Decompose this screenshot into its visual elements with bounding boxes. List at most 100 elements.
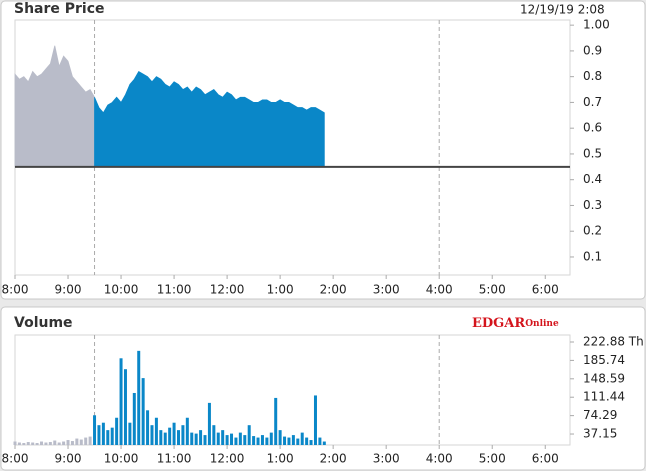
volume-bar xyxy=(62,441,66,445)
y-tick-label: 0.8 xyxy=(583,69,602,83)
volume-bar xyxy=(154,417,158,445)
volume-bar xyxy=(159,430,163,445)
y-tick-label: 0.1 xyxy=(583,249,602,263)
y-tick-label: 148.59 xyxy=(583,371,625,385)
volume-bar xyxy=(128,422,132,445)
volume-bar xyxy=(123,369,127,445)
volume-bar xyxy=(225,435,229,445)
volume-bar xyxy=(296,438,300,445)
volume-bar xyxy=(172,422,176,445)
y-tick-label: 111.44 xyxy=(583,390,625,404)
x-tick-label: 5:00 xyxy=(479,452,506,466)
volume-bar xyxy=(110,427,114,445)
volume-bar xyxy=(57,442,61,445)
volume-bar xyxy=(212,425,216,445)
volume-bar xyxy=(243,435,247,445)
volume-bar xyxy=(132,392,136,445)
logo: EDGAROnline xyxy=(472,316,559,331)
volume-bar xyxy=(274,397,278,445)
volume-bar xyxy=(287,437,291,445)
volume-bar xyxy=(190,432,194,445)
x-tick-label: 2:00 xyxy=(320,452,347,466)
volume-bar xyxy=(101,422,105,445)
volume-bar xyxy=(185,417,189,445)
volume-bar xyxy=(322,441,326,445)
x-tick-label: 11:00 xyxy=(157,452,192,466)
x-tick-label: 1:00 xyxy=(267,283,294,297)
volume-bar xyxy=(181,425,185,445)
volume-bar xyxy=(230,433,234,445)
volume-bar xyxy=(93,415,97,445)
volume-bar xyxy=(48,442,52,445)
volume-bar xyxy=(300,432,304,445)
x-tick-label: 6:00 xyxy=(532,283,559,297)
x-tick-label: 3:00 xyxy=(373,452,400,466)
volume-bar xyxy=(176,430,180,445)
price-area xyxy=(14,45,95,168)
volume-bar xyxy=(75,438,79,445)
volume-bar xyxy=(146,410,150,445)
y-tick-label: 37.15 xyxy=(583,427,617,441)
volume-bar xyxy=(203,435,207,445)
x-tick-label: 8:00 xyxy=(2,283,29,297)
y-tick-label: 0.7 xyxy=(583,95,602,109)
volume-bar xyxy=(35,443,39,445)
volume-bar xyxy=(163,432,167,445)
volume-bar xyxy=(247,425,251,445)
y-tick-label: 0.3 xyxy=(583,198,602,212)
date-label: 12/19/19 2:08 xyxy=(520,3,605,17)
volume-bar xyxy=(168,427,172,445)
x-tick-label: 3:00 xyxy=(373,283,400,297)
volume-bar xyxy=(216,432,220,445)
x-tick-label: 9:00 xyxy=(55,452,82,466)
volume-bar xyxy=(318,437,322,445)
y-tick-label: 0.6 xyxy=(583,121,602,135)
y-tick-label: 185.74 xyxy=(583,353,625,367)
volume-bar xyxy=(17,442,21,445)
volume-bar xyxy=(234,437,238,445)
x-tick-label: 10:00 xyxy=(104,283,139,297)
volume-bar xyxy=(106,430,110,445)
x-tick-label: 6:00 xyxy=(532,452,559,466)
volume-title: Volume xyxy=(14,315,73,331)
volume-bar xyxy=(199,430,203,445)
volume-bar xyxy=(53,440,57,445)
volume-bar xyxy=(207,402,211,445)
y-tick-label: 74.29 xyxy=(583,408,617,422)
x-tick-label: 4:00 xyxy=(426,452,453,466)
x-tick-label: 12:00 xyxy=(210,283,245,297)
volume-bar xyxy=(26,442,30,445)
volume-bar xyxy=(79,439,83,445)
volume-bar xyxy=(283,436,287,445)
y-tick-label: 0.5 xyxy=(583,146,602,160)
x-tick-label: 5:00 xyxy=(479,283,506,297)
volume-bar xyxy=(31,442,35,445)
volume-bar xyxy=(13,441,17,445)
x-tick-label: 4:00 xyxy=(426,283,453,297)
x-tick-label: 11:00 xyxy=(157,283,192,297)
volume-bar xyxy=(269,432,273,445)
x-tick-label: 10:00 xyxy=(104,452,139,466)
volume-bar xyxy=(88,436,92,445)
volume-bar xyxy=(305,437,309,445)
volume-bar xyxy=(150,425,154,445)
volume-bar xyxy=(278,430,282,445)
volume-bar xyxy=(44,442,48,445)
y-tick-label: 0.4 xyxy=(583,172,602,186)
volume-bar xyxy=(260,435,264,445)
volume-bar xyxy=(256,437,260,445)
volume-bar xyxy=(137,350,141,445)
volume-bar xyxy=(115,417,119,445)
volume-bar xyxy=(313,395,317,445)
x-tick-label: 2:00 xyxy=(320,283,347,297)
volume-bar xyxy=(40,441,44,445)
volume-bar xyxy=(221,430,225,445)
volume-bar xyxy=(265,437,269,445)
volume-bar xyxy=(70,441,74,445)
y-tick-label: 0.9 xyxy=(583,43,602,57)
volume-bar xyxy=(252,436,256,445)
volume-bar xyxy=(22,443,26,445)
volume-bar xyxy=(238,432,242,445)
